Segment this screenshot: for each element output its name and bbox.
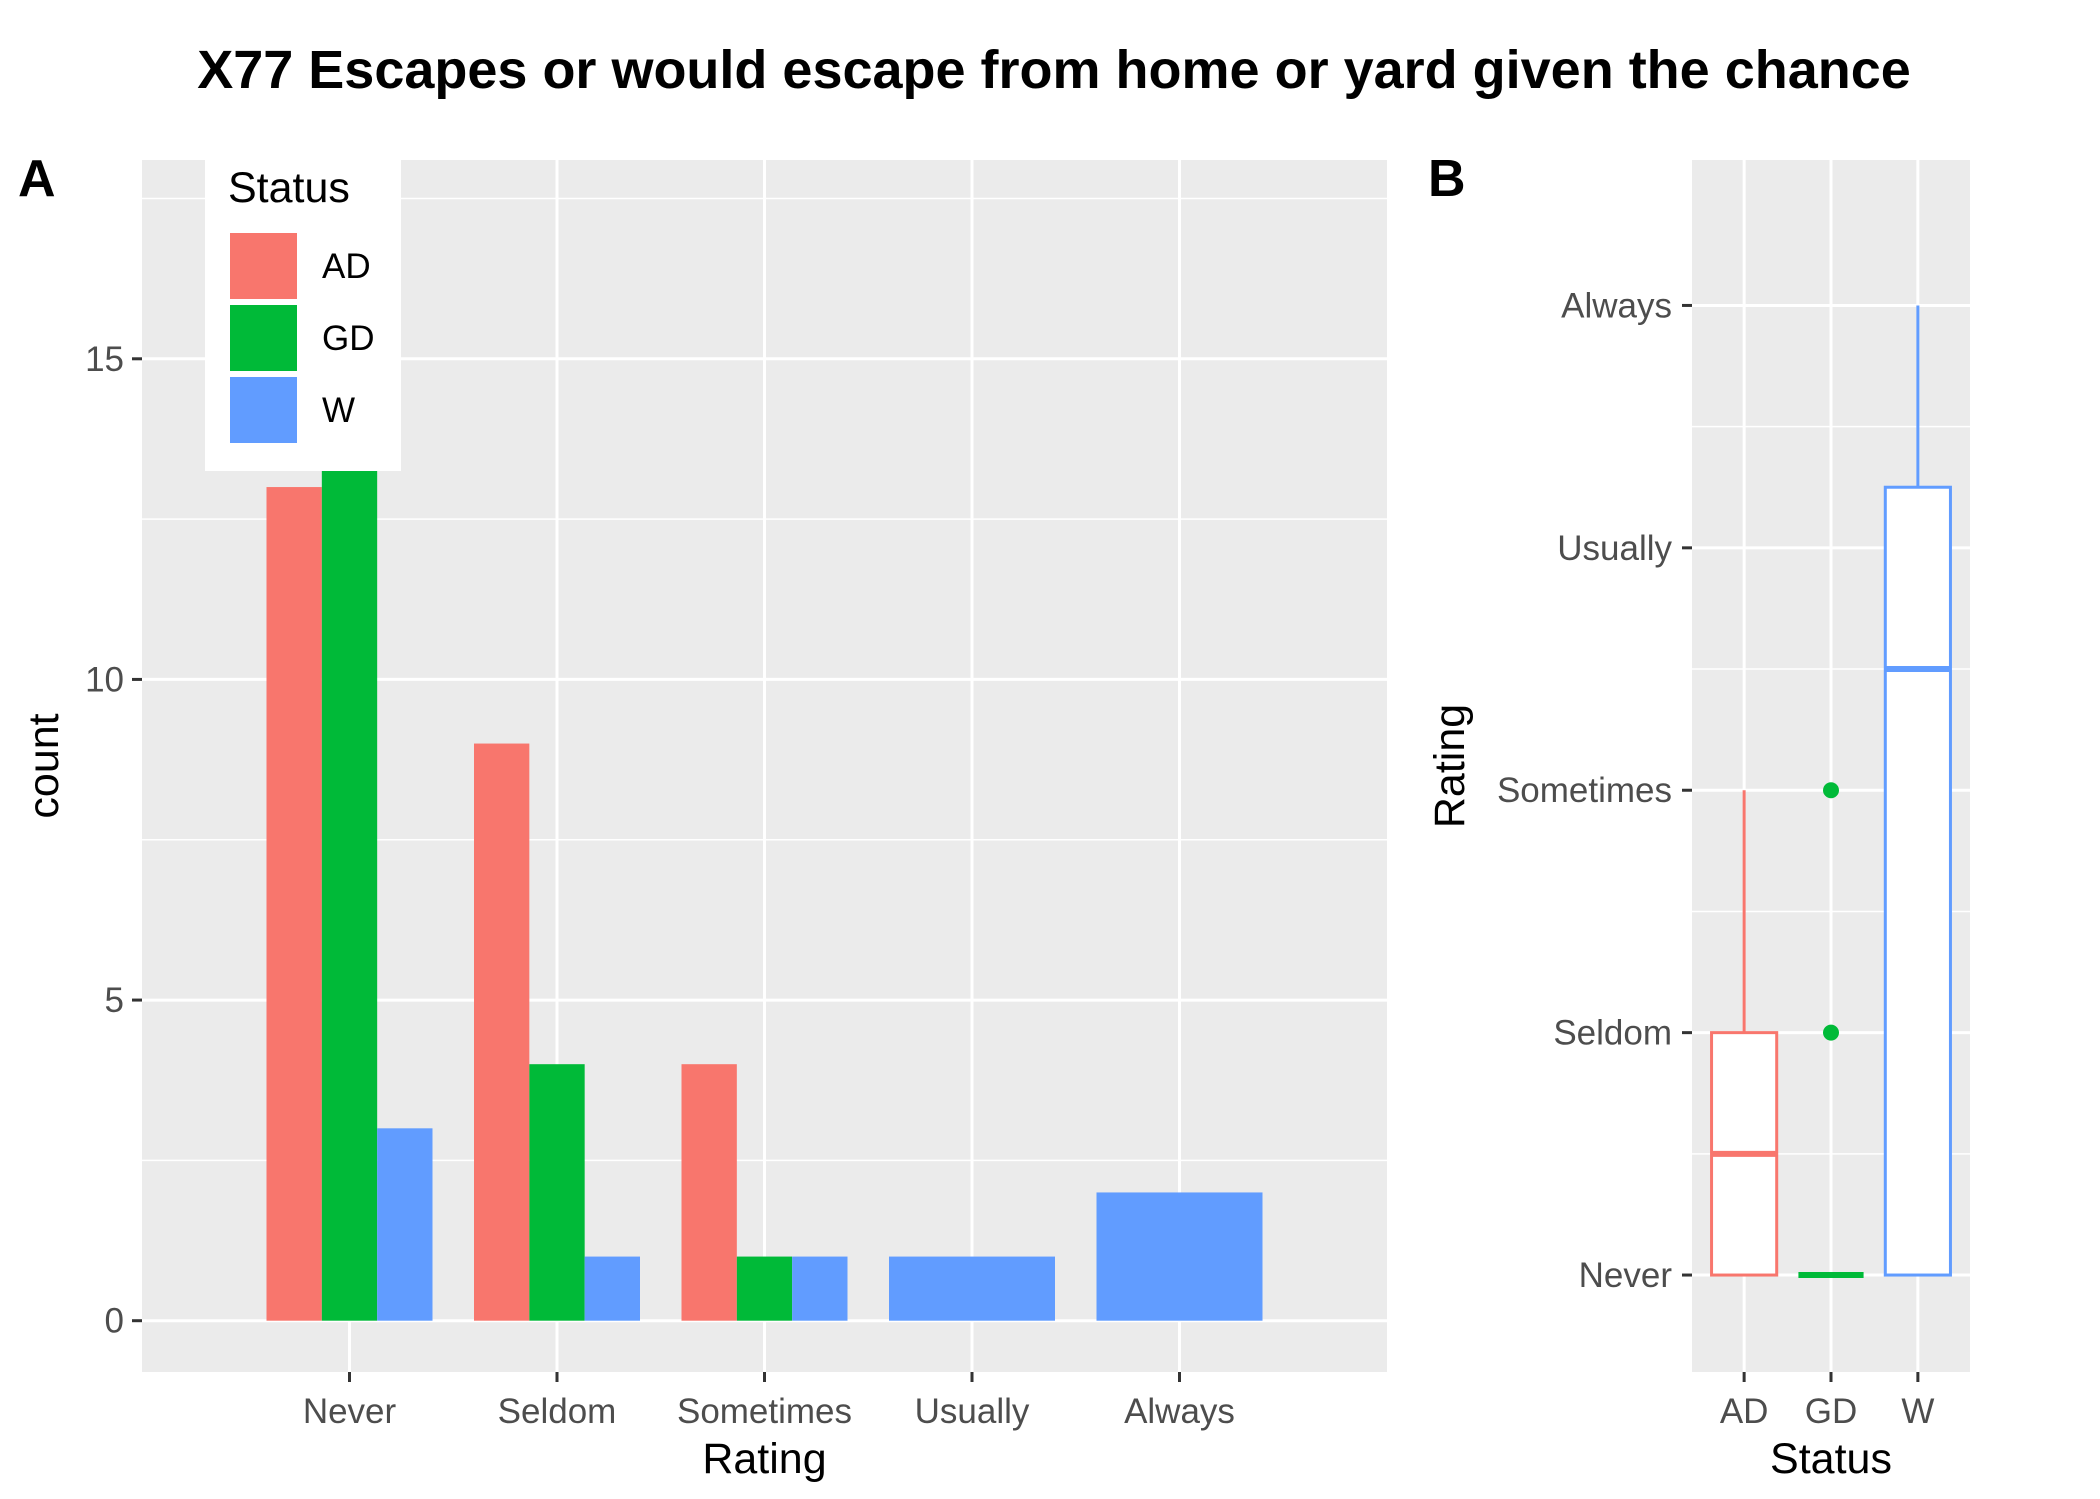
legend-key-gd [230, 305, 297, 371]
panel-b-y-axis-title: Rating [1426, 704, 1474, 828]
y-tick-label: 0 [105, 1302, 124, 1341]
x-tick-label: Usually [915, 1392, 1030, 1431]
x-tick-label: AD [1720, 1392, 1769, 1431]
panel-a-bar-chart: 0 5 10 15 Never Seldom Sometimes Usually Always… [20, 160, 1387, 1483]
y-tick-label: Usually [1557, 529, 1672, 568]
panel-a-x-axis-title: Rating [702, 1435, 826, 1483]
y-tick-label: Seldom [1553, 1014, 1672, 1053]
panel-b-x-ticks: AD GD W [1720, 1372, 1934, 1431]
panel-a-bars [266, 422, 1263, 1321]
panel-a-y-ticks: 0 5 10 15 [85, 340, 142, 1341]
box-ad [1710, 790, 1779, 1277]
y-tick-label: 15 [85, 340, 124, 379]
panel-b-tag: B [1428, 150, 1466, 208]
panel-a-y-axis-title: count [20, 713, 68, 818]
y-tick-label: Sometimes [1497, 771, 1672, 810]
legend-label-w: W [322, 391, 355, 430]
panel-b-y-ticks: Never Seldom Sometimes Usually Always [1497, 286, 1692, 1295]
outlier-point [1823, 1024, 1839, 1041]
legend-label-ad: AD [322, 247, 371, 286]
y-tick-label: 10 [85, 660, 124, 699]
bar-ad-seldom [474, 743, 530, 1321]
legend-key-ad [230, 233, 297, 299]
y-tick-label: Never [1579, 1256, 1673, 1295]
bar-gd-sometimes [736, 1256, 793, 1321]
panel-a-x-ticks: Never Seldom Sometimes Usually Always [303, 1372, 1235, 1431]
bar-w-sometimes [792, 1256, 848, 1321]
box-body [1883, 485, 1952, 1277]
panel-a-legend: Status AD GD W [205, 160, 401, 471]
legend-label-gd: GD [322, 319, 375, 358]
box-gd [1798, 782, 1864, 1279]
y-tick-label: Always [1561, 286, 1672, 325]
bar-gd-never [321, 422, 378, 1321]
x-tick-label: Sometimes [677, 1392, 852, 1431]
bar-w-usually [889, 1256, 1055, 1321]
bar-w-never [377, 1128, 433, 1321]
x-tick-label: Seldom [498, 1392, 617, 1431]
legend-keys: AD GD W [230, 233, 375, 443]
x-tick-label: GD [1805, 1392, 1858, 1431]
x-tick-label: Always [1124, 1392, 1235, 1431]
bar-gd-seldom [529, 1064, 585, 1321]
bar-w-always [1096, 1192, 1263, 1321]
box-w [1883, 305, 1952, 1277]
panel-a-tag: A [18, 150, 56, 208]
bar-w-seldom [584, 1256, 640, 1321]
outlier-point [1823, 782, 1839, 799]
panel-b-boxes [1710, 305, 1952, 1279]
panel-b-x-axis-title: Status [1770, 1435, 1892, 1483]
legend-title: Status [228, 164, 350, 212]
bar-ad-never [266, 487, 322, 1321]
x-tick-label: W [1901, 1392, 1934, 1431]
figure-title: X77 Escapes or would escape from home or… [197, 40, 1911, 100]
bar-ad-sometimes [681, 1064, 737, 1321]
legend-key-w [230, 377, 297, 443]
y-tick-label: 5 [105, 981, 124, 1020]
x-tick-label: Never [303, 1392, 397, 1431]
